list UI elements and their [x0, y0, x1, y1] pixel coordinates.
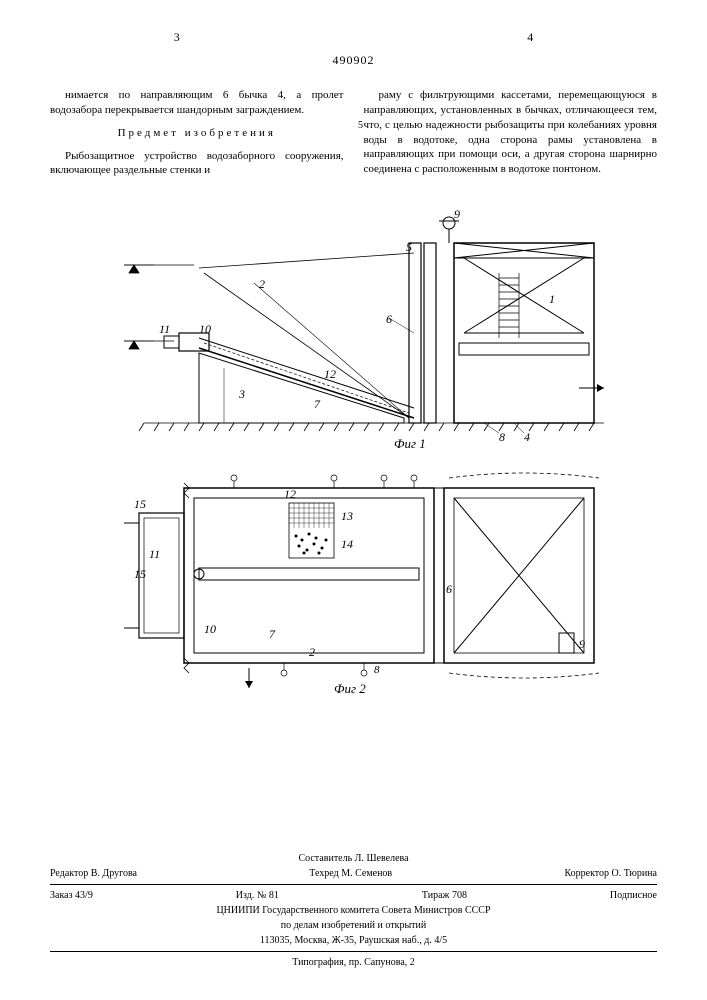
svg-text:8: 8: [499, 430, 505, 444]
address: 113035, Москва, Ж-35, Раушская наб., д. …: [50, 933, 657, 948]
tirazh: Тираж 708: [422, 890, 467, 901]
compiler: Составитель Л. Шевелева: [50, 851, 657, 866]
svg-text:2: 2: [259, 277, 265, 291]
svg-text:15: 15: [134, 567, 146, 581]
svg-text:11: 11: [149, 547, 160, 561]
right-column: раму с фильтрующими кассетами, перемещаю…: [364, 88, 658, 178]
svg-text:14: 14: [341, 537, 353, 551]
page-num-right: 4: [527, 30, 533, 45]
order: Заказ 43/9: [50, 890, 93, 901]
svg-text:9: 9: [454, 207, 460, 221]
techred: Техред М. Семенов: [309, 868, 392, 879]
fig1-label-inline: Фиг 1: [394, 436, 426, 451]
left-p2: Рыбозащитное устройство водозаборного со…: [50, 149, 344, 179]
svg-text:7: 7: [314, 397, 321, 411]
figures-container: 1 2 3 4 5 6 7 8 9 10 11 12 Фиг 1: [0, 193, 707, 698]
fig2-svg: 15 15 11 10 7 2 8 12 13 14 6 9 Фиг 2: [104, 458, 604, 698]
svg-text:12: 12: [284, 487, 296, 501]
svg-text:10: 10: [204, 622, 216, 636]
subject-heading: Предмет изобретения: [50, 126, 344, 141]
left-column: нимается по направляющим 6 бычка 4, а пр…: [50, 88, 344, 178]
left-p1: нимается по направляющим 6 бычка 4, а пр…: [50, 88, 344, 118]
line-marker-5: 5: [358, 120, 363, 131]
izd: Изд. № 81: [236, 890, 279, 901]
org2: по делам изобретений и открытий: [50, 918, 657, 933]
subscription: Подписное: [610, 890, 657, 901]
right-p1: раму с фильтрующими кассетами, перемещаю…: [364, 88, 658, 177]
svg-text:1: 1: [549, 292, 555, 306]
svg-text:8: 8: [374, 664, 380, 676]
fig2-label-inline: Фиг 2: [334, 681, 366, 696]
page-num-left: 3: [174, 30, 180, 45]
typography: Типография, пр. Сапунова, 2: [50, 955, 657, 970]
footer: Составитель Л. Шевелева Редактор В. Друг…: [50, 851, 657, 970]
svg-text:6: 6: [446, 582, 452, 596]
figure-1: 1 2 3 4 5 6 7 8 9 10 11 12 Фиг 1: [50, 193, 657, 453]
svg-text:2: 2: [309, 645, 315, 659]
svg-text:3: 3: [238, 387, 245, 401]
fig1-svg: 1 2 3 4 5 6 7 8 9 10 11 12 Фиг 1: [104, 193, 604, 453]
figure-2: 15 15 11 10 7 2 8 12 13 14 6 9 Фиг 2: [50, 458, 657, 698]
svg-text:4: 4: [524, 430, 530, 444]
editor: Редактор В. Другова: [50, 868, 137, 879]
svg-text:12: 12: [324, 367, 336, 381]
svg-text:9: 9: [579, 637, 585, 651]
svg-text:11: 11: [159, 322, 170, 336]
svg-text:13: 13: [341, 509, 353, 523]
svg-text:5: 5: [406, 240, 412, 254]
svg-text:10: 10: [199, 322, 211, 336]
org1: ЦНИИПИ Государственного комитета Совета …: [50, 903, 657, 918]
svg-text:7: 7: [269, 627, 276, 641]
text-body: нимается по направляющим 6 бычка 4, а пр…: [0, 68, 707, 188]
doc-number: 490902: [0, 45, 707, 68]
svg-text:15: 15: [134, 497, 146, 511]
corrector: Корректор О. Тюрина: [564, 868, 657, 879]
